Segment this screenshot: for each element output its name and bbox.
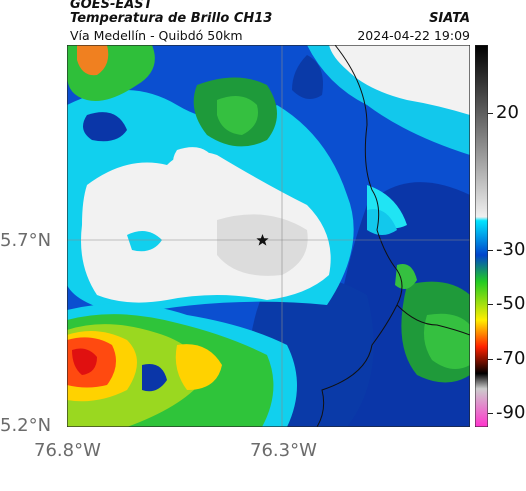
satellite-map <box>67 45 470 427</box>
colorbar <box>475 45 488 427</box>
colorbar-tick <box>488 304 493 306</box>
lat-tick-2: 5.2°N <box>0 415 52 436</box>
colorbar-label: -50 <box>496 293 526 315</box>
colorbar-label: -30 <box>496 238 526 260</box>
department-border <box>316 45 403 427</box>
product-title: Temperatura de Brillo CH13 <box>70 11 273 26</box>
department-border-east <box>396 304 470 336</box>
colorbar-label: -70 <box>496 347 526 369</box>
colorbar-tick <box>488 358 493 360</box>
lat-tick-1: 5.7°N <box>0 230 52 251</box>
lon-tick-1: 76.8°W <box>34 440 101 461</box>
organization-label: SIATA <box>429 11 470 26</box>
route-subtitle: Vía Medellín - Quibdó 50km <box>70 28 243 43</box>
datetime-label: 2024-04-22 19:09 <box>357 28 470 43</box>
colorbar-tick <box>488 113 493 115</box>
lon-tick-2: 76.3°W <box>250 440 317 461</box>
colorbar-tick <box>488 413 493 415</box>
colorbar-tick <box>488 249 493 251</box>
colorbar-label: -90 <box>496 402 526 424</box>
colorbar-label: 20 <box>496 102 519 124</box>
star-marker-icon <box>256 234 269 246</box>
cloud-top-field <box>67 45 470 427</box>
satellite-name: GOES-EAST <box>70 0 153 12</box>
